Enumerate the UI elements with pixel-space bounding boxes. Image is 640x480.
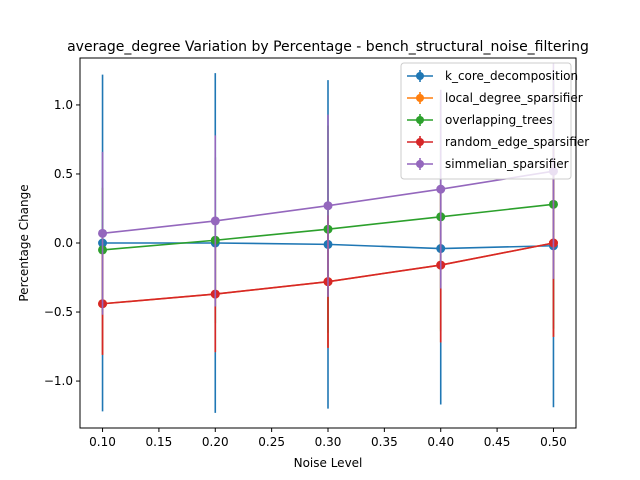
y-tick-label: 0.0: [54, 236, 73, 250]
y-tick-label: 0.5: [54, 167, 73, 181]
y-tick-label: 1.0: [54, 98, 73, 112]
chart-title: average_degree Variation by Percentage -…: [67, 39, 589, 55]
x-tick-label: 0.10: [89, 435, 116, 449]
x-axis: 0.10 0.15 0.20 0.25 0.30 0.35 0.40 0.45 0.50: [89, 428, 567, 449]
y-tick-label: −1.0: [44, 374, 73, 388]
legend-marker: [416, 72, 424, 80]
y-tick-label: −0.5: [44, 305, 73, 319]
x-tick-label: 0.35: [371, 435, 398, 449]
y-axis-label: Percentage Change: [17, 184, 31, 301]
legend-marker: [416, 138, 424, 146]
x-tick-label: 0.30: [315, 435, 342, 449]
x-tick-label: 0.50: [540, 435, 567, 449]
y-axis: −1.0 −0.5 0.0 0.5 1.0: [44, 98, 80, 388]
legend-item: k_core_decomposition: [407, 69, 578, 83]
legend-label: local_degree_sparsifier: [445, 91, 583, 105]
legend: k_core_decomposition local_degree_sparsif…: [400, 62, 589, 180]
x-axis-label: Noise Level: [294, 456, 363, 470]
legend-label: overlapping_trees: [445, 113, 553, 127]
x-tick-label: 0.45: [484, 435, 511, 449]
data-point: [436, 184, 446, 194]
legend-marker: [416, 116, 424, 124]
legend-label: k_core_decomposition: [445, 69, 578, 83]
legend-label: simmelian_sparsifier: [445, 157, 569, 171]
legend-item: simmelian_sparsifier: [407, 157, 569, 171]
x-tick-label: 0.20: [202, 435, 229, 449]
legend-label: random_edge_sparsifier: [445, 135, 589, 149]
data-point: [323, 201, 333, 211]
legend-marker: [416, 94, 424, 102]
x-tick-label: 0.25: [258, 435, 285, 449]
data-point: [98, 228, 108, 238]
data-point: [210, 216, 220, 226]
legend-item: local_degree_sparsifier: [407, 91, 583, 105]
x-tick-label: 0.40: [427, 435, 454, 449]
legend-marker: [416, 160, 424, 168]
legend-item: overlapping_trees: [407, 113, 553, 127]
legend-box: [400, 62, 572, 180]
legend-item: random_edge_sparsifier: [407, 135, 589, 149]
x-tick-label: 0.15: [146, 435, 173, 449]
